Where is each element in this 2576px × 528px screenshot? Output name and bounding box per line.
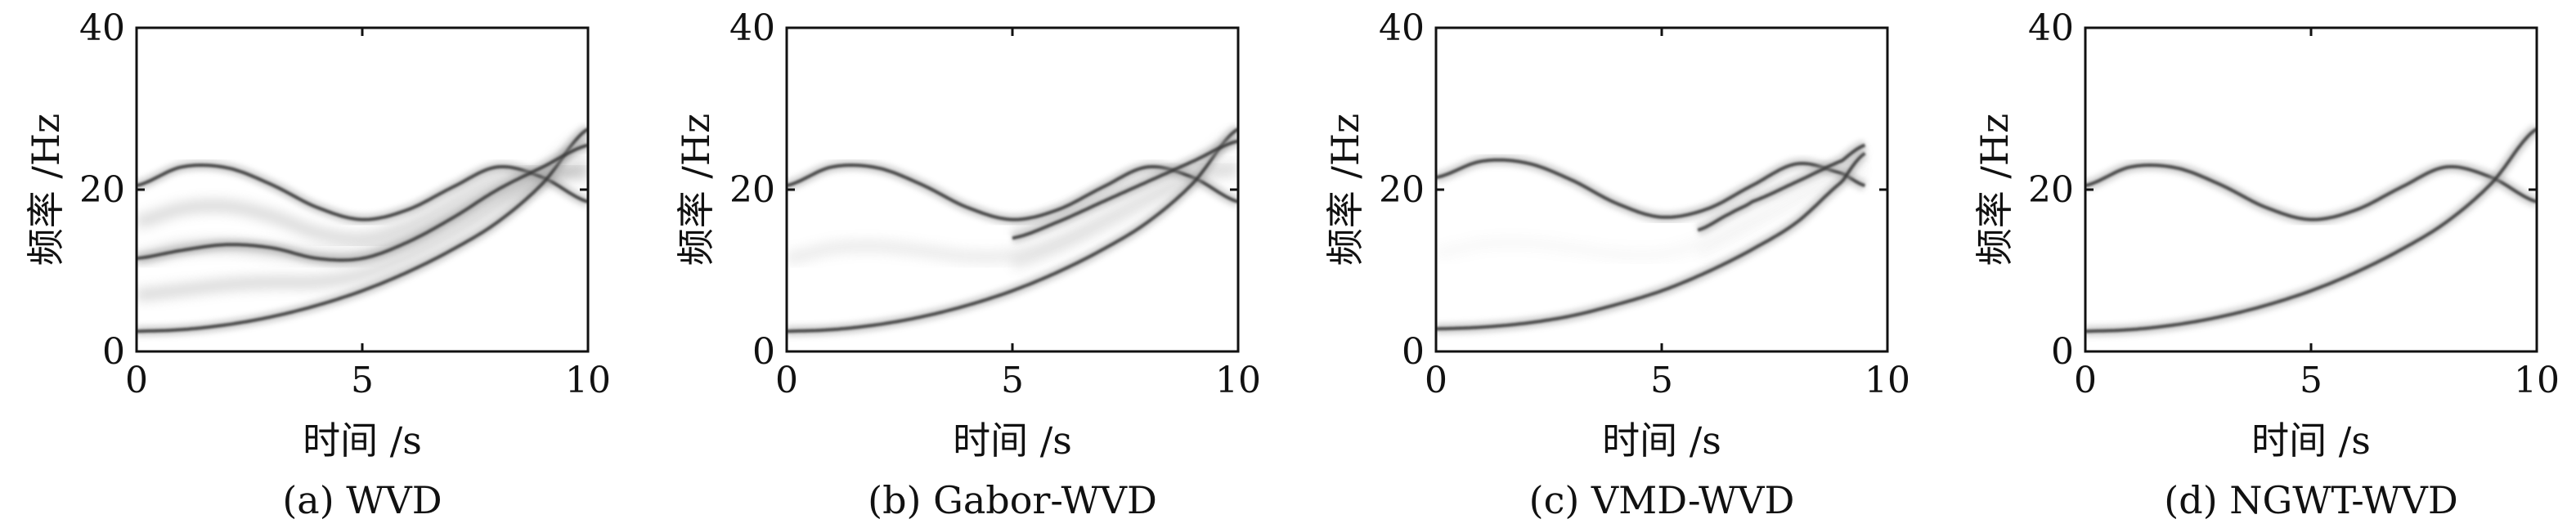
x-tick-label: 0 [125, 360, 148, 401]
component-ridge [1436, 154, 1867, 223]
x-tick-label: 5 [1001, 360, 1024, 401]
panel-caption: (d) NGWT-WVD [2164, 478, 2457, 522]
x-axis-title: 时间 /s [953, 418, 1072, 463]
axes-and-labels: 0 5 10 0 20 40 [2028, 7, 2560, 401]
x-tick-label: 10 [2514, 360, 2560, 401]
x-tick-label: 10 [565, 360, 611, 401]
panel-caption: (b) Gabor-WVD [868, 478, 1157, 522]
component-ridge [1436, 149, 1869, 334]
tf-map [1436, 28, 1887, 351]
y-tick-label: 40 [2028, 7, 2074, 49]
x-axis-title: 时间 /s [303, 418, 422, 463]
x-axis-title: 时间 /s [2251, 418, 2371, 463]
y-tick-label: 20 [79, 169, 125, 211]
component-ridge [137, 159, 588, 226]
tf-map [2085, 28, 2537, 351]
x-tick-label: 5 [2300, 360, 2322, 401]
y-axis-title: 频率 /Hz [1323, 114, 1367, 266]
component-ridge [2085, 124, 2537, 337]
y-tick-label: 40 [79, 7, 125, 49]
x-tick-label: 10 [1215, 360, 1261, 401]
y-tick-label: 0 [102, 331, 125, 373]
x-tick-label: 0 [1425, 360, 1447, 401]
panel-caption: (a) WVD [282, 478, 442, 522]
plot-area [2085, 28, 2537, 351]
y-axis-title: 频率 /Hz [674, 114, 718, 266]
y-tick-label: 40 [1379, 7, 1425, 49]
y-tick-label: 0 [1402, 331, 1425, 373]
y-tick-label: 0 [752, 331, 775, 373]
axes-and-labels: 0 5 10 0 20 40 [79, 7, 611, 401]
x-tick-label: 10 [1865, 360, 1910, 401]
component-ridge [137, 124, 588, 337]
component-ridge [2085, 159, 2537, 226]
panel-caption: (c) VMD-WVD [1529, 478, 1795, 522]
panel-d: 0 5 10 0 20 40 (d) NGWT-WVD 时间 /s 频率 /Hz [1972, 7, 2560, 522]
tf-map [787, 28, 1238, 351]
axes-and-labels: 0 5 10 0 20 40 [1379, 7, 1910, 401]
component-ridge [787, 159, 1238, 226]
panel-b: 0 5 10 0 20 40 (b) Gabor-WVD 时间 /s 频率 /Hz [674, 7, 1261, 522]
tf-map [137, 28, 588, 351]
y-tick-label: 20 [729, 169, 775, 211]
y-tick-label: 0 [2051, 331, 2074, 373]
x-tick-label: 0 [775, 360, 798, 401]
y-axis-title: 频率 /Hz [1972, 114, 2017, 266]
y-axis-title: 频率 /Hz [24, 114, 68, 266]
panel-a: 0 5 10 0 20 40 (a) WVD 时间 /s 频率 /Hz [24, 7, 611, 522]
x-axis-title: 时间 /s [1602, 418, 1721, 463]
x-tick-label: 0 [2074, 360, 2097, 401]
component-ridge [1696, 140, 1867, 235]
component-ridge [787, 124, 1238, 337]
panel-c: 0 5 10 0 20 40 (c) VMD-WVD 时间 /s 频率 /Hz [1323, 7, 1910, 522]
axes-and-labels: 0 5 10 0 20 40 [729, 7, 1261, 401]
y-tick-label: 20 [2028, 169, 2074, 211]
component-ridge [1011, 136, 1238, 244]
y-tick-label: 40 [729, 7, 775, 49]
component-ridge [137, 140, 588, 266]
x-tick-label: 5 [351, 360, 374, 401]
y-tick-label: 20 [1379, 169, 1425, 211]
x-tick-label: 5 [1650, 360, 1673, 401]
